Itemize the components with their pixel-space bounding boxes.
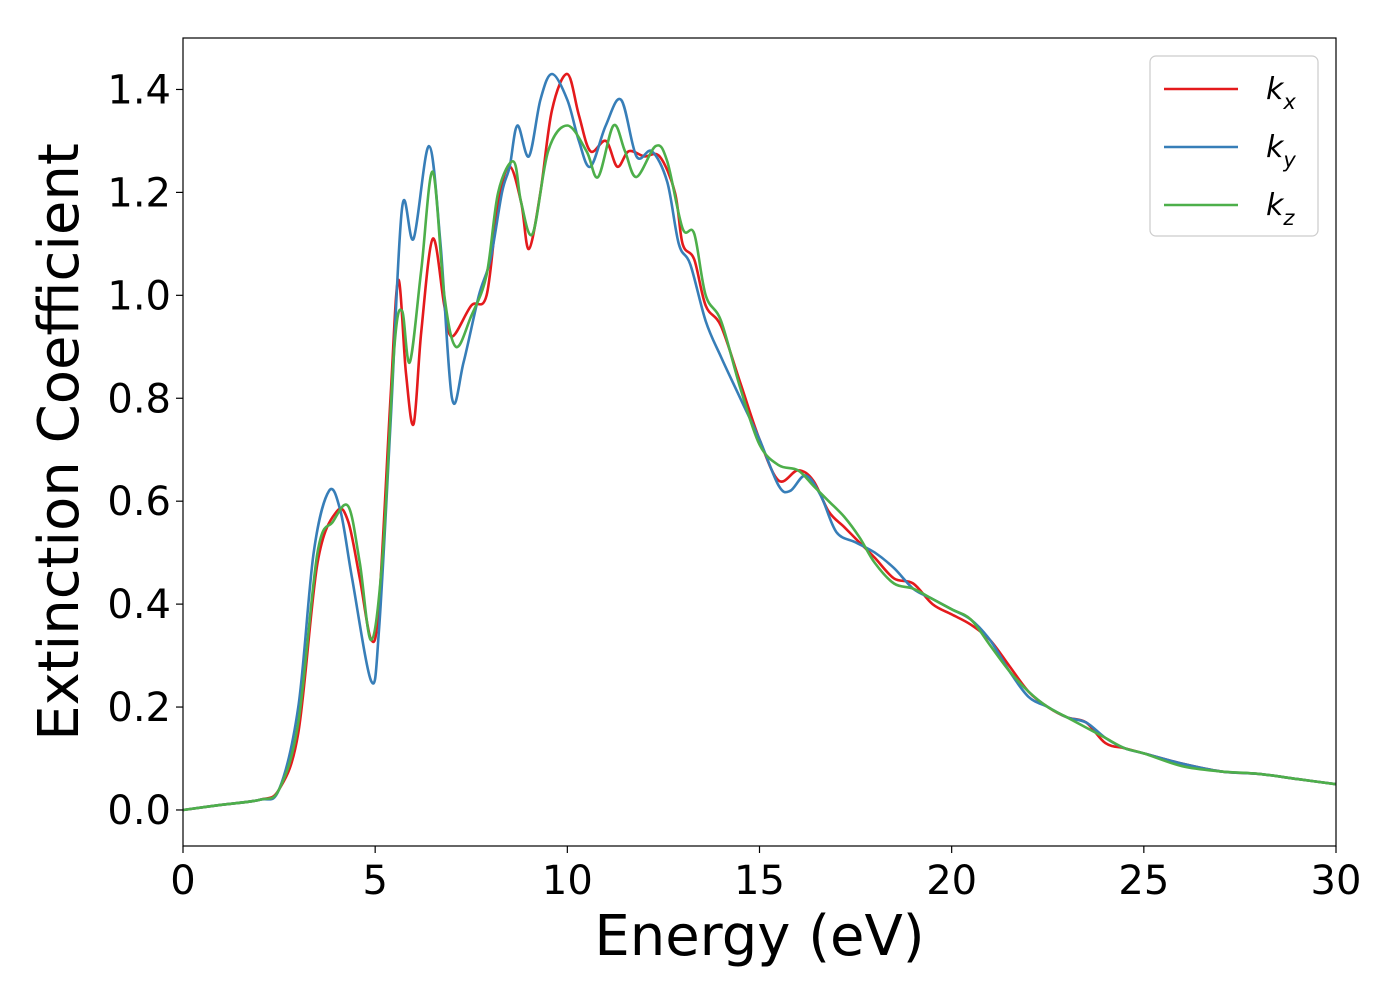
x-tick-label: 10 <box>542 858 593 904</box>
legend: kx ky kz <box>1149 55 1319 237</box>
y-tick-label: 1.0 <box>107 273 171 319</box>
y-tick-label: 0.8 <box>107 376 171 422</box>
legend-label-kz: kz <box>1266 188 1295 230</box>
y-tick-label: 0.4 <box>107 582 171 628</box>
y-tick-label: 1.4 <box>107 67 171 113</box>
series-layer <box>183 72 1336 812</box>
x-tick-label: 15 <box>734 858 785 904</box>
y-axis-title: Extinction Coefficient <box>27 143 92 741</box>
x-tick-label: 30 <box>1311 858 1362 904</box>
x-tick-label: 25 <box>1118 858 1169 904</box>
x-tick-label: 20 <box>926 858 977 904</box>
x-tick-label: 5 <box>362 858 387 904</box>
y-tick-label: 1.2 <box>107 170 171 216</box>
series-line-kz <box>183 123 1336 812</box>
y-tick-label: 0.2 <box>107 685 171 731</box>
y-tick-label: 0.6 <box>107 479 171 525</box>
ticks-layer: 0 5 10 15 20 25 30 0.0 0.2 0.4 0.6 0.8 1.0 1.2 1.4 <box>107 67 1361 904</box>
x-tick-label: 0 <box>170 858 195 904</box>
legend-label-ky: ky <box>1266 130 1296 172</box>
y-tick-label: 0.0 <box>107 788 171 834</box>
legend-label-kx: kx <box>1266 72 1296 114</box>
x-axis-title: Energy (eV) <box>594 904 924 969</box>
series-line-ky <box>183 72 1336 812</box>
